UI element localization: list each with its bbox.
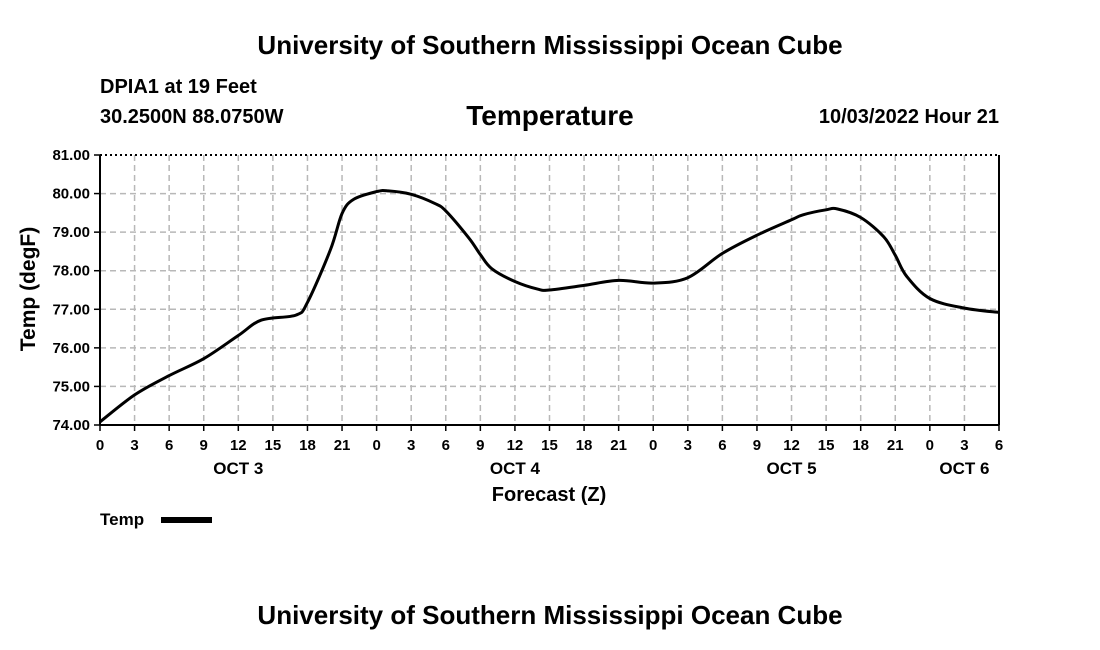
x-tick-label: 12 [783, 437, 800, 454]
x-tick-label: 9 [200, 437, 208, 454]
date-label: OCT 5 [767, 459, 817, 478]
series-layer [99, 189, 1000, 424]
date-label: OCT 4 [490, 459, 541, 478]
y-tick-label: 81.00 [52, 147, 90, 164]
y-tick-label: 80.00 [52, 186, 90, 203]
y-tick-label: 77.00 [52, 301, 90, 318]
date-label: OCT 3 [213, 459, 263, 478]
grid-lines [100, 155, 999, 425]
x-tick-label: 12 [230, 437, 247, 454]
date-label: OCT 6 [939, 459, 989, 478]
x-tick-label: 21 [334, 437, 351, 454]
x-tick-label: 15 [541, 437, 558, 454]
page-title: University of Southern Mississippi Ocean… [257, 30, 843, 60]
station-name: DPIA1 at 19 Feet [100, 76, 257, 98]
x-tick-label: 0 [926, 437, 934, 454]
footer-title: University of Southern Mississippi Ocean… [257, 600, 843, 630]
x-tick-label: 12 [507, 437, 524, 454]
legend-label: Temp [100, 510, 144, 529]
x-tick-label: 21 [610, 437, 627, 454]
y-axis-label: Temp (degF) [17, 227, 40, 351]
x-tick-label: 15 [818, 437, 835, 454]
x-tick-label: 9 [753, 437, 761, 454]
x-tick-label: 18 [576, 437, 593, 454]
y-tick-label: 75.00 [52, 378, 90, 395]
x-tick-label: 15 [265, 437, 282, 454]
x-tick-label: 3 [407, 437, 415, 454]
tick-labels: 0 3 6 9 12 15 18 21 0 3 6 9 12 15 18 21 0 3 6 9 12 15 18 21 0 3 6 7… [52, 147, 1003, 478]
x-tick-label: 6 [995, 437, 1003, 454]
x-tick-label: 0 [372, 437, 380, 454]
x-tick-label: 6 [165, 437, 173, 454]
x-axis-label: Forecast (Z) [492, 484, 606, 506]
x-tick-label: 0 [649, 437, 657, 454]
y-tick-label: 78.00 [52, 263, 90, 280]
x-tick-label: 9 [476, 437, 484, 454]
x-tick-label: 21 [887, 437, 904, 454]
axes [94, 154, 1000, 431]
y-tick-label: 76.00 [52, 340, 90, 357]
x-tick-label: 0 [96, 437, 104, 454]
station-coordinates: 30.2500N 88.0750W [100, 106, 284, 128]
x-tick-label: 6 [442, 437, 450, 454]
y-tick-label: 74.00 [52, 417, 90, 434]
y-tick-label: 79.00 [52, 224, 90, 241]
x-tick-label: 3 [960, 437, 968, 454]
x-tick-label: 3 [684, 437, 692, 454]
forecast-datetime: 10/03/2022 Hour 21 [818, 106, 999, 128]
series-line-temp [99, 189, 1000, 424]
chart-title: Temperature [466, 100, 634, 131]
x-tick-label: 18 [299, 437, 316, 454]
x-tick-label: 6 [718, 437, 726, 454]
x-tick-label: 3 [130, 437, 138, 454]
x-tick-label: 18 [852, 437, 869, 454]
